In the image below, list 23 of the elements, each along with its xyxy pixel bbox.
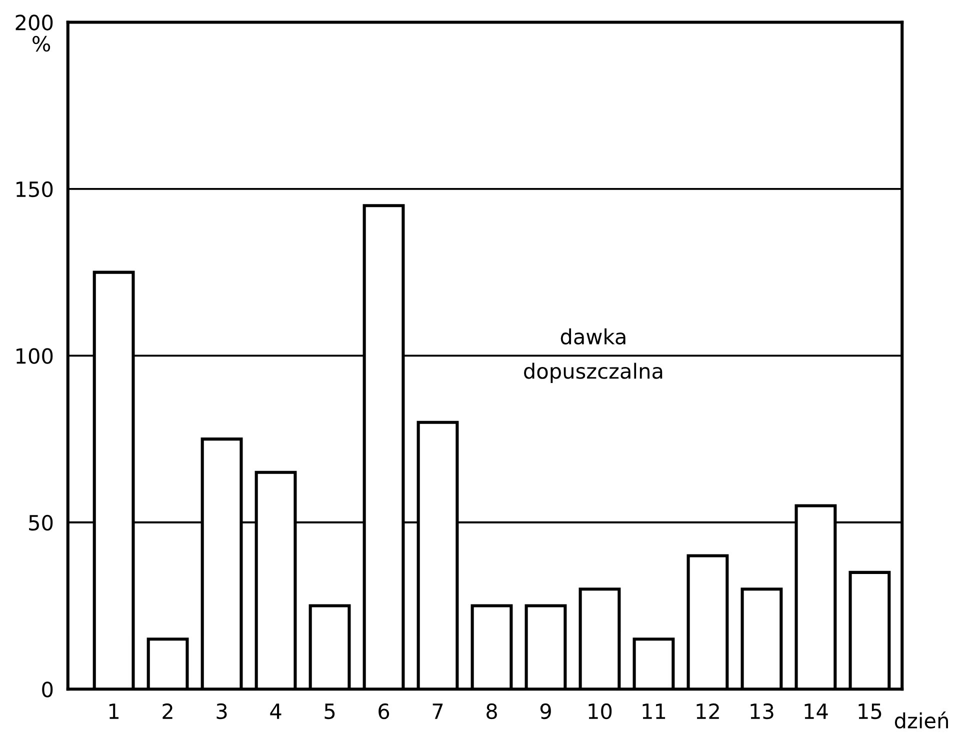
x-tick-label: 14 (804, 704, 828, 719)
x-tick-label: 13 (750, 703, 774, 720)
x-tick-label: 9 (540, 703, 551, 720)
y-tick-label: 50 (29, 514, 53, 531)
y-tick-label: 150 (16, 181, 53, 198)
y-tick-label: 200 (16, 14, 53, 30)
x-tick-label: 8 (486, 703, 497, 720)
x-tick-label: 1 (109, 704, 118, 719)
x-tick-label: 6 (378, 703, 390, 720)
y-tick-label: 100 (16, 348, 53, 364)
y-tick-label: 0 (42, 682, 53, 698)
x-tick-label: 2 (162, 703, 172, 719)
y-axis-title: % (32, 36, 50, 52)
x-tick-label: 12 (696, 703, 719, 719)
x-tick-label: 5 (324, 704, 335, 720)
x-tick-label: 10 (588, 703, 612, 720)
x-tick-label: 4 (270, 704, 282, 719)
x-tick-label: 11 (642, 704, 666, 719)
x-tick-label: 7 (432, 704, 443, 719)
annotation: dawka dopuszczalna (524, 328, 662, 383)
x-tick-label: 15 (858, 704, 882, 720)
x-tick-label: 3 (216, 703, 227, 720)
x-axis-title: dzień (894, 712, 948, 729)
